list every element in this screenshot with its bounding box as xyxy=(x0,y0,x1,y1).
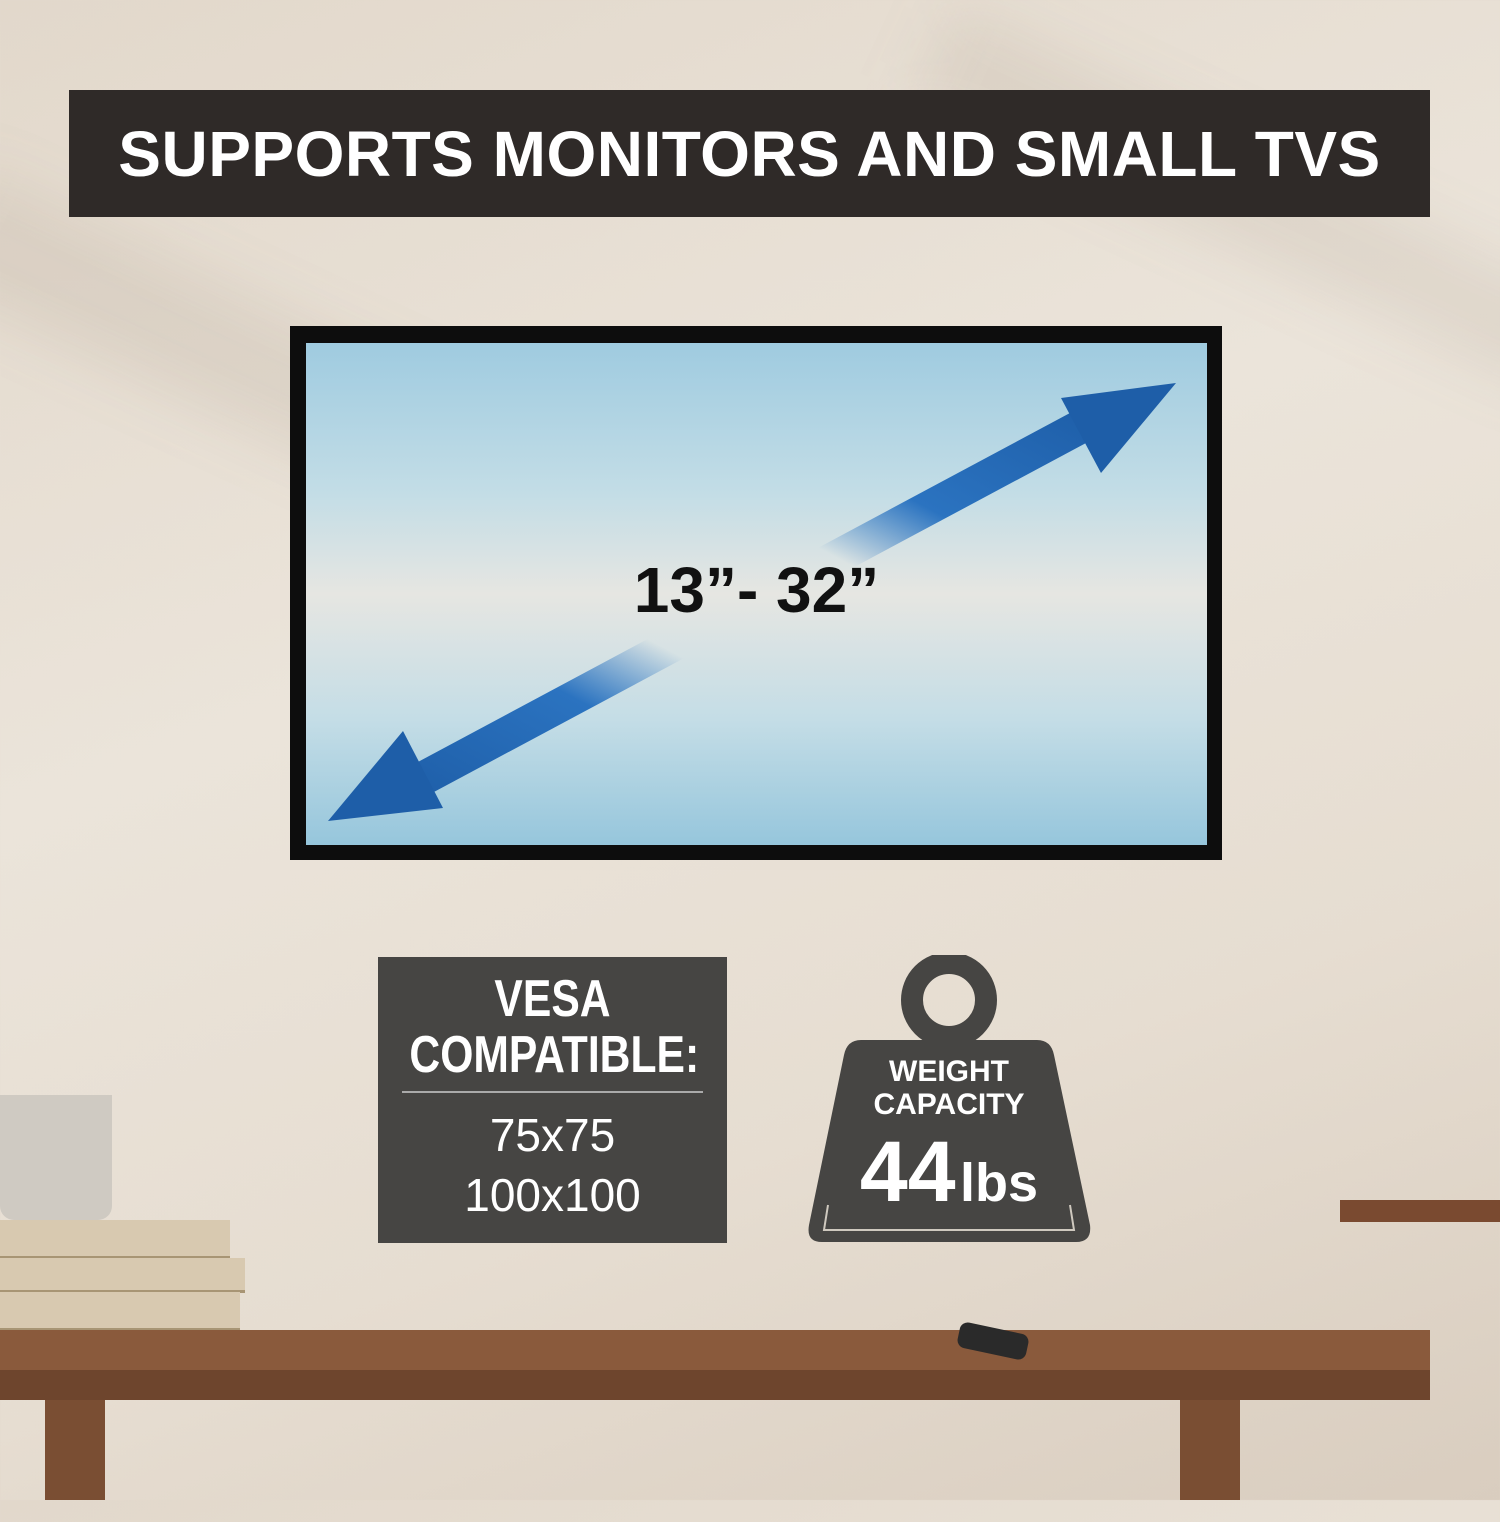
weight-value: 44 xyxy=(859,1124,956,1220)
table-leg xyxy=(1180,1400,1240,1500)
vesa-panel: VESA COMPATIBLE: 75x75 100x100 xyxy=(378,957,727,1243)
weight-label: CAPACITY xyxy=(873,1088,1025,1121)
book xyxy=(0,1220,230,1259)
divider xyxy=(402,1091,703,1093)
book xyxy=(0,1292,240,1331)
table-apron xyxy=(0,1370,1430,1400)
screen-size-range: 13”- 32” xyxy=(633,554,880,626)
tv-monitor: 13”- 32” xyxy=(290,326,1222,860)
chair xyxy=(1340,1200,1500,1522)
table-leg xyxy=(45,1400,105,1500)
headline-text: SUPPORTS MONITORS AND SMALL TVS xyxy=(118,117,1381,190)
vesa-heading: COMPATIBLE: xyxy=(409,1026,700,1084)
weight-icon xyxy=(808,955,1091,1242)
book xyxy=(0,1258,245,1293)
weight-label: WEIGHT xyxy=(889,1055,1009,1088)
tv-screen: 13”- 32” xyxy=(306,343,1207,845)
wooden-table xyxy=(0,1330,1430,1370)
diagonal-arrow-icon xyxy=(328,383,1176,821)
weight-capacity-badge: WEIGHT CAPACITY 44 lbs xyxy=(806,955,1092,1245)
vesa-heading: VESA xyxy=(494,970,611,1028)
headline-banner: SUPPORTS MONITORS AND SMALL TVS xyxy=(69,90,1430,217)
weight-unit: lbs xyxy=(960,1153,1039,1213)
vesa-size: 75x75 xyxy=(489,1109,616,1161)
vesa-size: 100x100 xyxy=(464,1169,641,1221)
plant-pot xyxy=(0,1095,112,1220)
